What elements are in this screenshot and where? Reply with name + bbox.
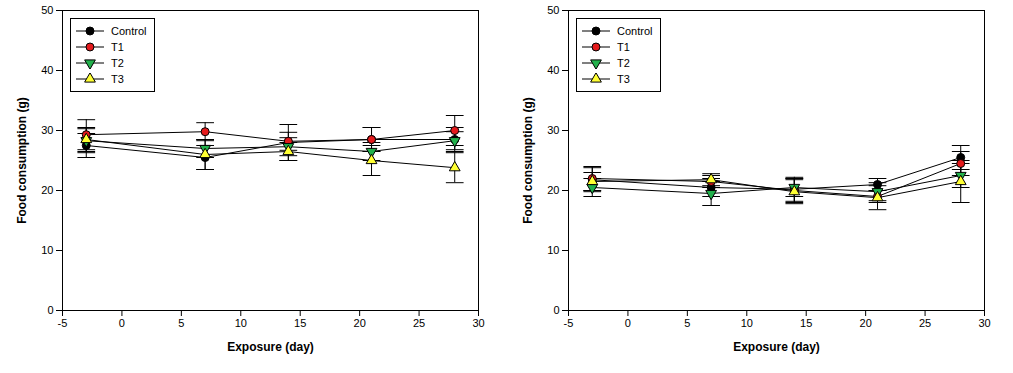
svg-text:15: 15: [294, 317, 306, 329]
svg-text:10: 10: [235, 317, 247, 329]
html-text:T1: T1: [111, 41, 124, 53]
svg-text:40: 40: [41, 64, 53, 76]
svg-text:20: 20: [41, 184, 53, 196]
svg-text:50: 50: [41, 4, 53, 16]
svg-text:Exposure (day): Exposure (day): [733, 340, 820, 354]
svg-text:0: 0: [119, 317, 125, 329]
svg-text:0: 0: [47, 304, 53, 316]
svg-text:Food consumption (g): Food consumption (g): [521, 97, 535, 224]
svg-text:-5: -5: [564, 317, 574, 329]
svg-text:30: 30: [978, 317, 990, 329]
html-text:T2: T2: [617, 57, 630, 69]
svg-text:5: 5: [684, 317, 690, 329]
svg-text:15: 15: [800, 317, 812, 329]
svg-text:20: 20: [860, 317, 872, 329]
svg-text:20: 20: [354, 317, 366, 329]
svg-text:5: 5: [178, 317, 184, 329]
html-text:Control: Control: [617, 25, 653, 37]
svg-text:50: 50: [547, 4, 559, 16]
svg-text:10: 10: [547, 244, 559, 256]
html-text:T2: T2: [111, 57, 124, 69]
svg-text:30: 30: [472, 317, 484, 329]
svg-text:25: 25: [413, 317, 425, 329]
html-text:T3: T3: [617, 73, 630, 85]
html-text:T1: T1: [617, 41, 630, 53]
svg-text:25: 25: [919, 317, 931, 329]
svg-text:0: 0: [625, 317, 631, 329]
svg-text:Exposure (day): Exposure (day): [227, 340, 314, 354]
svg-text:20: 20: [547, 184, 559, 196]
svg-text:40: 40: [547, 64, 559, 76]
svg-text:Food consumption (g): Food consumption (g): [15, 97, 29, 224]
svg-text:10: 10: [741, 317, 753, 329]
svg-text:-5: -5: [58, 317, 68, 329]
svg-text:30: 30: [547, 124, 559, 136]
svg-text:10: 10: [41, 244, 53, 256]
html-text:Control: Control: [111, 25, 147, 37]
svg-text:30: 30: [41, 124, 53, 136]
svg-text:0: 0: [553, 304, 559, 316]
html-text:T3: T3: [111, 73, 124, 85]
